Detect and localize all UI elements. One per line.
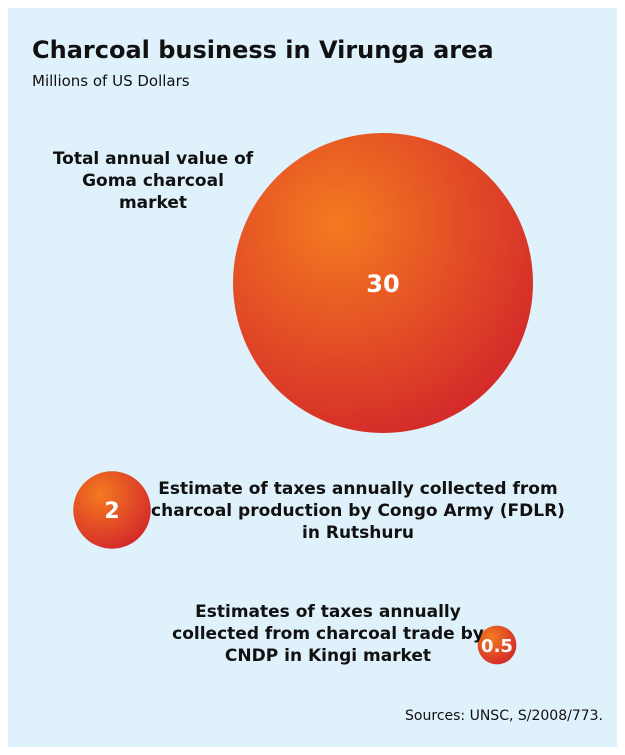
panel: 30 2 0.5 Charcoal business in Virunga area…: [8, 8, 617, 747]
bubble: [233, 133, 533, 433]
bubble-value: 30: [366, 270, 399, 298]
bubble: [73, 471, 151, 549]
bubble-label: Total annual value of Goma charcoal mark…: [52, 149, 254, 213]
bubble-value: 0.5: [481, 636, 513, 657]
bubble-value: 2: [104, 499, 119, 524]
bubble-label: Estimate of taxes annually collected fro…: [151, 479, 565, 543]
chart-title: Charcoal business in Virunga area: [32, 36, 494, 64]
chart-subtitle: Millions of US Dollars: [32, 72, 190, 90]
bubble-label: Estimates of taxes annually collected fr…: [172, 602, 484, 666]
chart: 30 2 0.5: [73, 133, 533, 665]
bubble: [477, 625, 517, 665]
source-note: Sources: UNSC, S/2008/773.: [405, 708, 603, 724]
